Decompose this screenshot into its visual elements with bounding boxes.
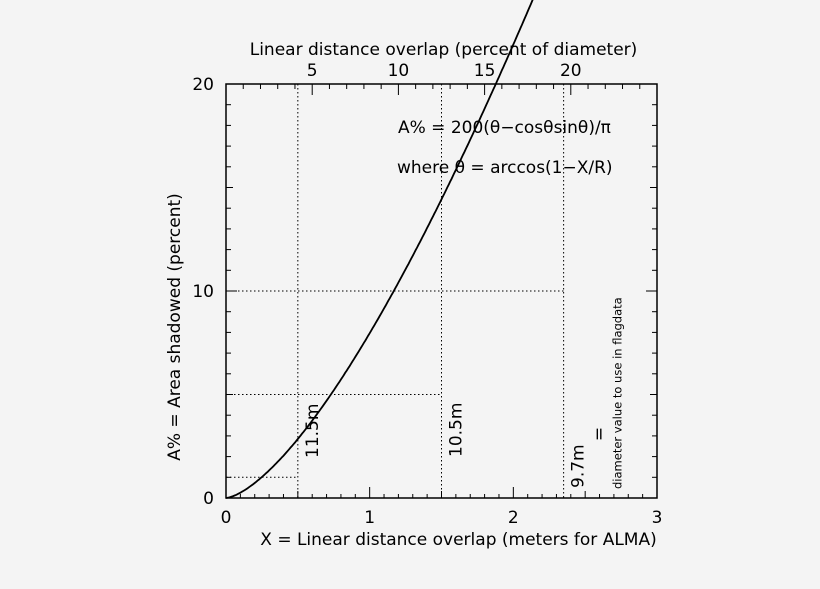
x-tick-label: 1 [364, 508, 375, 528]
reference-label: 10.5m [447, 403, 467, 457]
y-axis-label: A% = Area shadowed (percent) [165, 193, 185, 461]
x-tick-label: 3 [652, 508, 663, 528]
formula-line-1: A% = 200(θ−cosθsinθ)/π [398, 118, 611, 138]
x-tick-label: 2 [508, 508, 519, 528]
reference-label: 9.7m [569, 444, 589, 488]
top-tick-label: 10 [388, 61, 410, 81]
series-line [225, 0, 534, 499]
plot-area: 0 1 2 3 5 10 15 20 0 10 20 X = Linear distance over… [165, 0, 662, 550]
y-tick-label: 0 [203, 489, 214, 509]
x-axis-label: X = Linear distance overlap (meters for … [260, 530, 656, 550]
x-tick-label: 0 [221, 508, 232, 528]
annotation-equals: = [590, 427, 610, 441]
reference-label: 11.5m [303, 404, 323, 458]
top-tick-label: 15 [474, 61, 496, 81]
formula-line-2: where θ = arccos(1−X/R) [397, 158, 613, 178]
annotation-note: diameter value to use in flagdata [611, 297, 625, 489]
y-tick-label: 20 [192, 75, 214, 95]
top-tick-label: 20 [560, 61, 582, 81]
y-tick-label: 10 [192, 282, 214, 302]
top-x-axis-label: Linear distance overlap (percent of diam… [250, 40, 638, 60]
top-tick-label: 5 [307, 61, 318, 81]
